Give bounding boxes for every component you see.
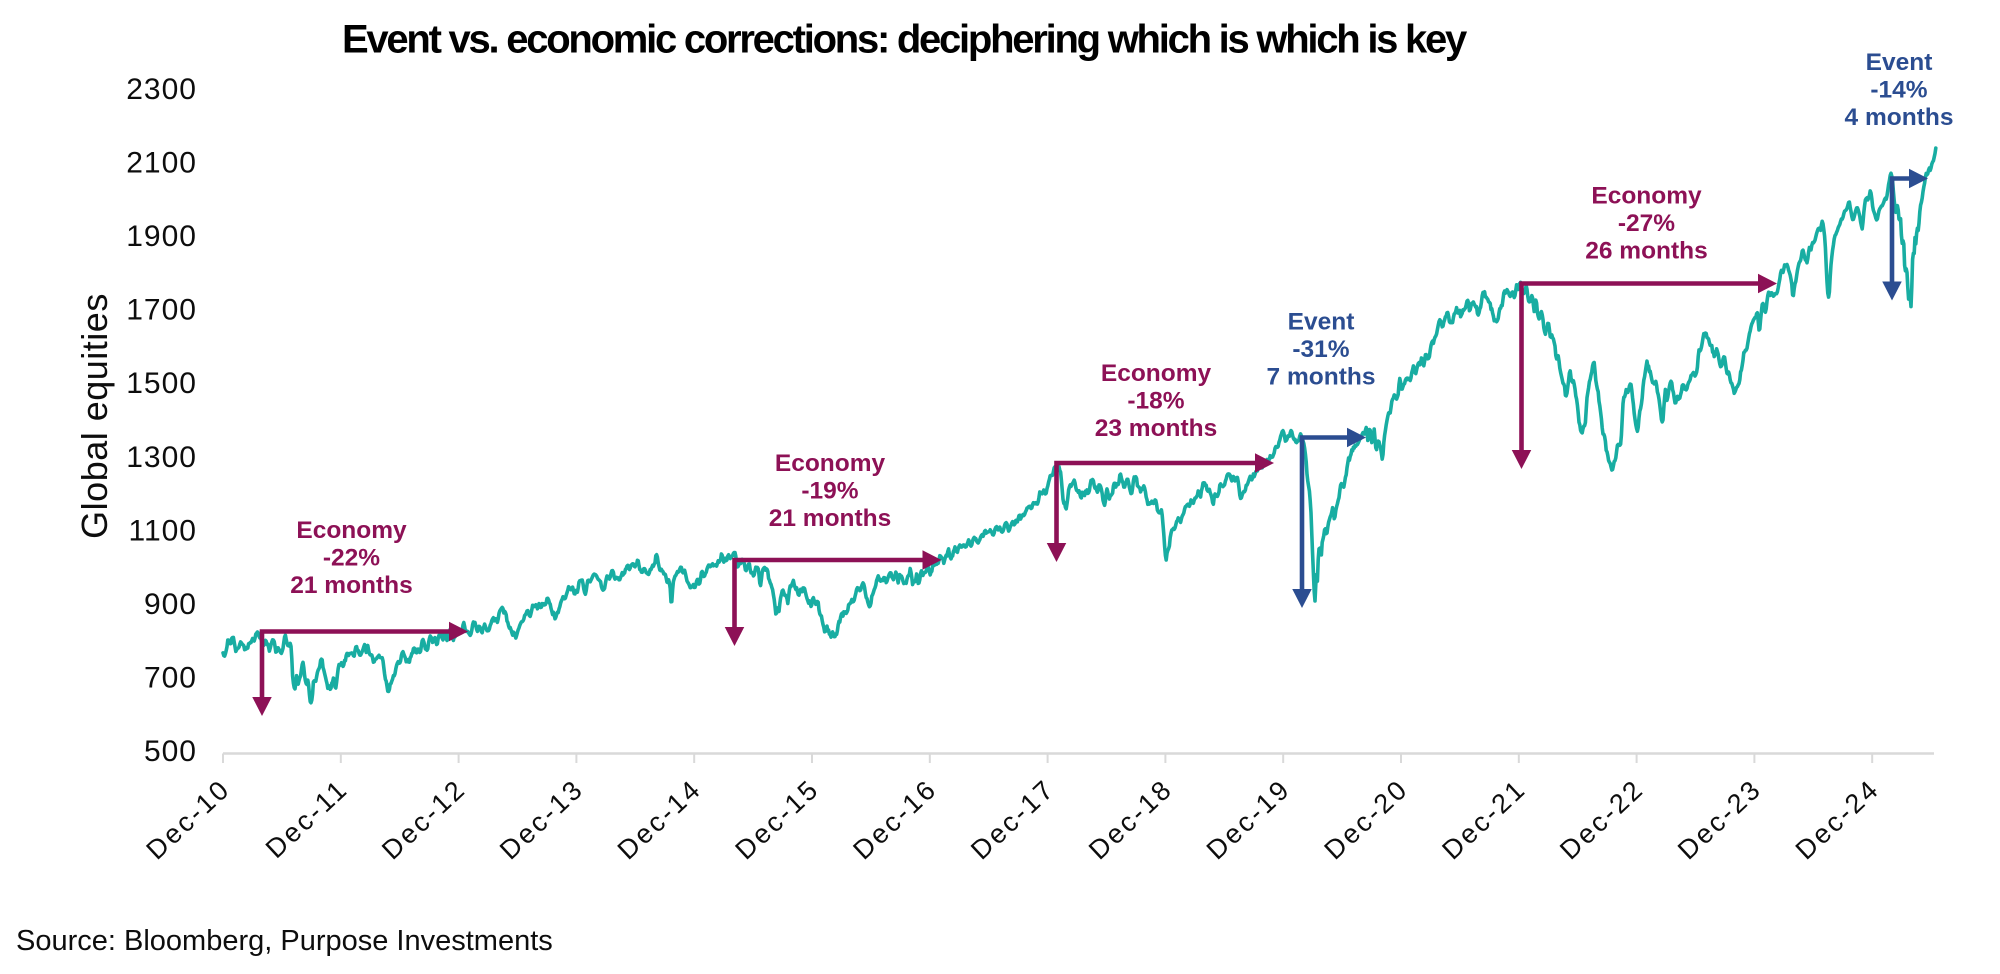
svg-text:Event vs. economic corrections: Event vs. economic corrections: decipher…	[342, 18, 1468, 62]
svg-text:Source: Bloomberg, Purpose Inv: Source: Bloomberg, Purpose Investments	[16, 925, 553, 957]
svg-text:21 months: 21 months	[290, 572, 413, 599]
svg-text:500: 500	[144, 735, 197, 768]
svg-text:1100: 1100	[128, 514, 197, 547]
svg-text:Economy: Economy	[296, 517, 407, 544]
svg-text:Economy: Economy	[775, 450, 886, 477]
svg-text:-18%: -18%	[1127, 387, 1184, 414]
svg-text:-31%: -31%	[1292, 336, 1349, 363]
svg-text:1300: 1300	[126, 441, 197, 474]
svg-text:Event: Event	[1288, 309, 1355, 336]
svg-text:-27%: -27%	[1618, 210, 1675, 237]
svg-text:23 months: 23 months	[1095, 415, 1218, 442]
svg-text:7 months: 7 months	[1267, 364, 1376, 391]
svg-text:4 months: 4 months	[1845, 104, 1954, 131]
svg-text:Event: Event	[1866, 49, 1933, 76]
svg-text:1700: 1700	[126, 294, 197, 327]
svg-text:700: 700	[144, 662, 197, 695]
svg-text:21 months: 21 months	[769, 505, 892, 532]
svg-text:26 months: 26 months	[1585, 237, 1708, 264]
svg-text:1900: 1900	[126, 220, 197, 253]
svg-text:1500: 1500	[126, 367, 197, 400]
svg-text:2100: 2100	[126, 146, 197, 179]
svg-text:-22%: -22%	[323, 544, 380, 571]
svg-text:Economy: Economy	[1591, 182, 1702, 209]
svg-text:-14%: -14%	[1870, 76, 1927, 103]
svg-text:Global equities: Global equities	[74, 293, 115, 539]
svg-text:-19%: -19%	[801, 478, 858, 505]
svg-text:900: 900	[144, 588, 197, 621]
svg-text:2300: 2300	[126, 73, 197, 106]
svg-text:Economy: Economy	[1101, 360, 1212, 387]
